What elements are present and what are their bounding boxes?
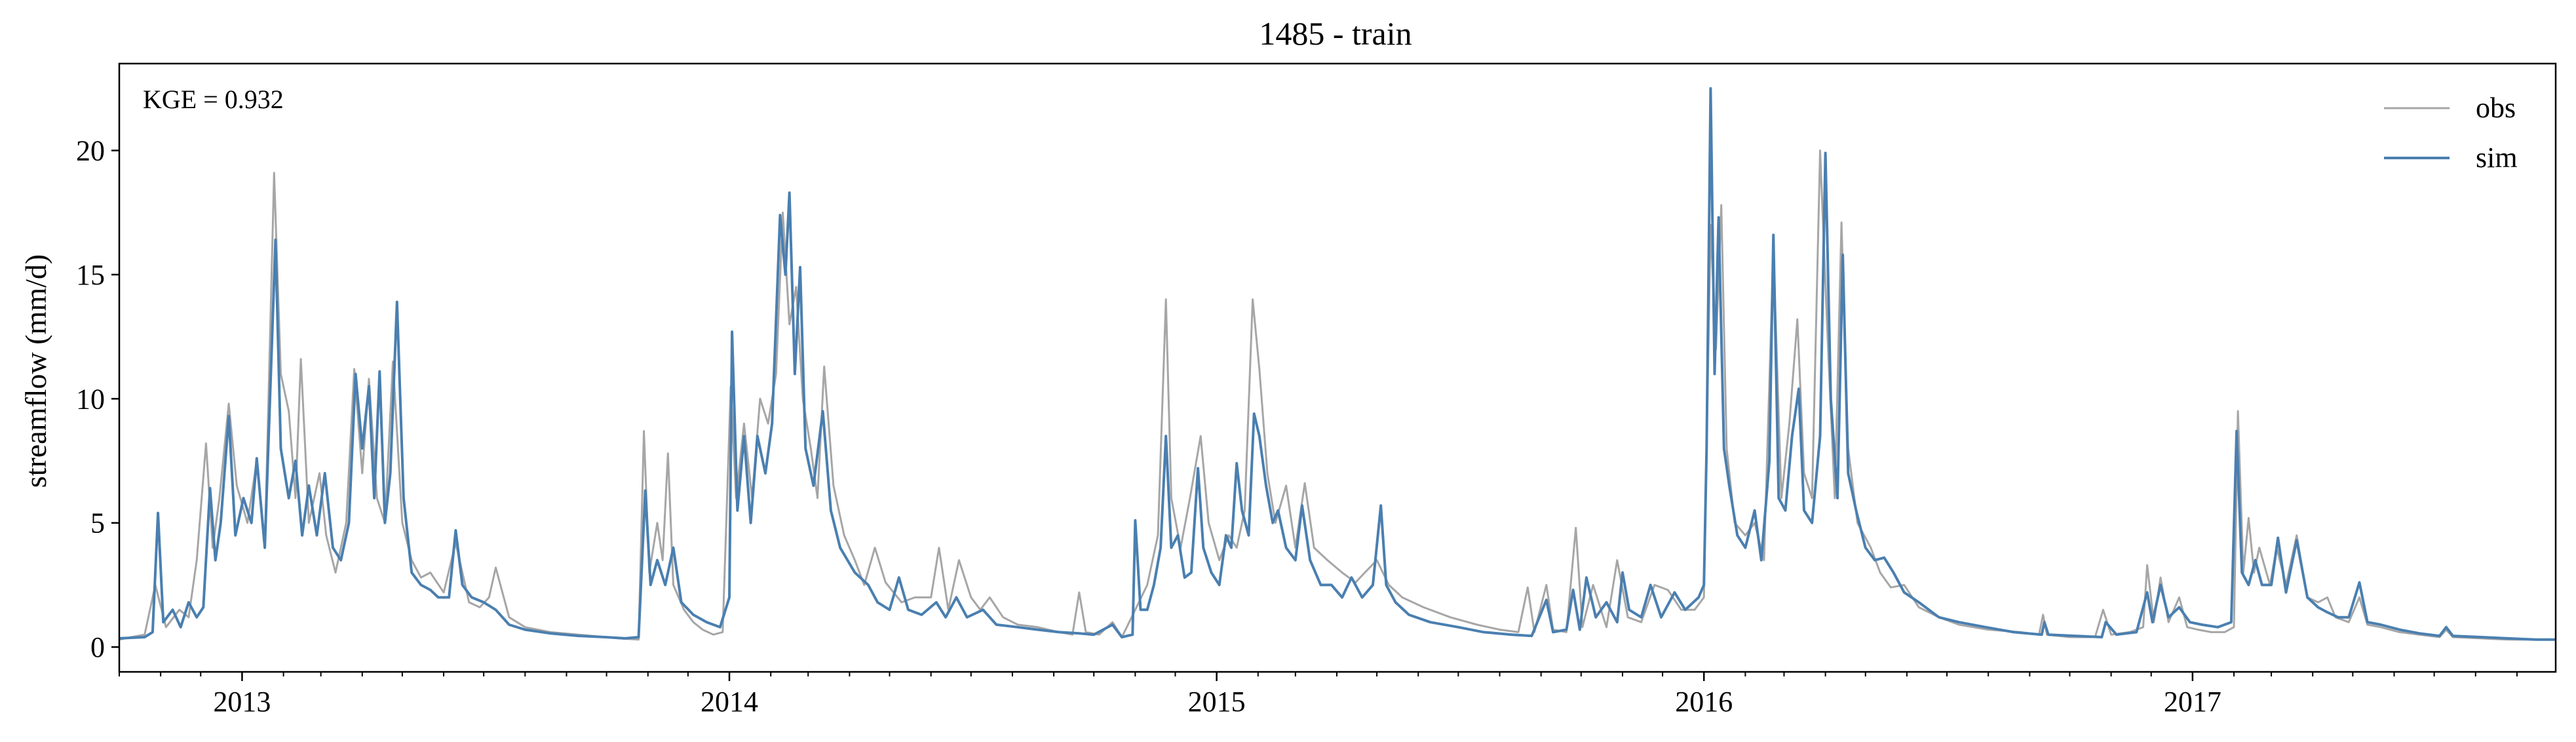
- chart-title: 1485 - train: [1259, 15, 1412, 52]
- y-tick-label: 10: [76, 383, 105, 415]
- x-tick-label: 2014: [701, 686, 758, 718]
- series-group: [119, 87, 2556, 641]
- legend-label-obs: obs: [2476, 92, 2516, 124]
- series-line-obs: [119, 149, 2556, 641]
- y-axis-label: streamflow (mm/d): [19, 254, 52, 488]
- plot-frame: [118, 62, 2557, 673]
- x-tick-label: 2013: [213, 686, 271, 718]
- x-tick-label: 2016: [1675, 686, 1733, 718]
- x-axis: 2013 2014 2015 2016 2017: [119, 672, 2518, 718]
- x-tick-label: 2015: [1188, 686, 1246, 718]
- x-tick-label: 2017: [2164, 686, 2221, 718]
- kge-annotation: KGE = 0.932: [143, 85, 284, 114]
- y-tick-label: 0: [90, 631, 105, 663]
- y-axis: 0 5 10 15 20: [76, 135, 119, 663]
- y-tick-label: 5: [90, 507, 105, 539]
- series-line-sim: [119, 87, 2556, 641]
- y-tick-label: 15: [76, 259, 105, 291]
- legend-label-sim: sim: [2476, 142, 2518, 174]
- plot-area: 0 5 10 15 20 2013 2014 2015 2016 2017 KGE = 0.93…: [76, 62, 2557, 718]
- legend: obs sim: [2384, 92, 2518, 174]
- y-tick-label: 20: [76, 135, 105, 167]
